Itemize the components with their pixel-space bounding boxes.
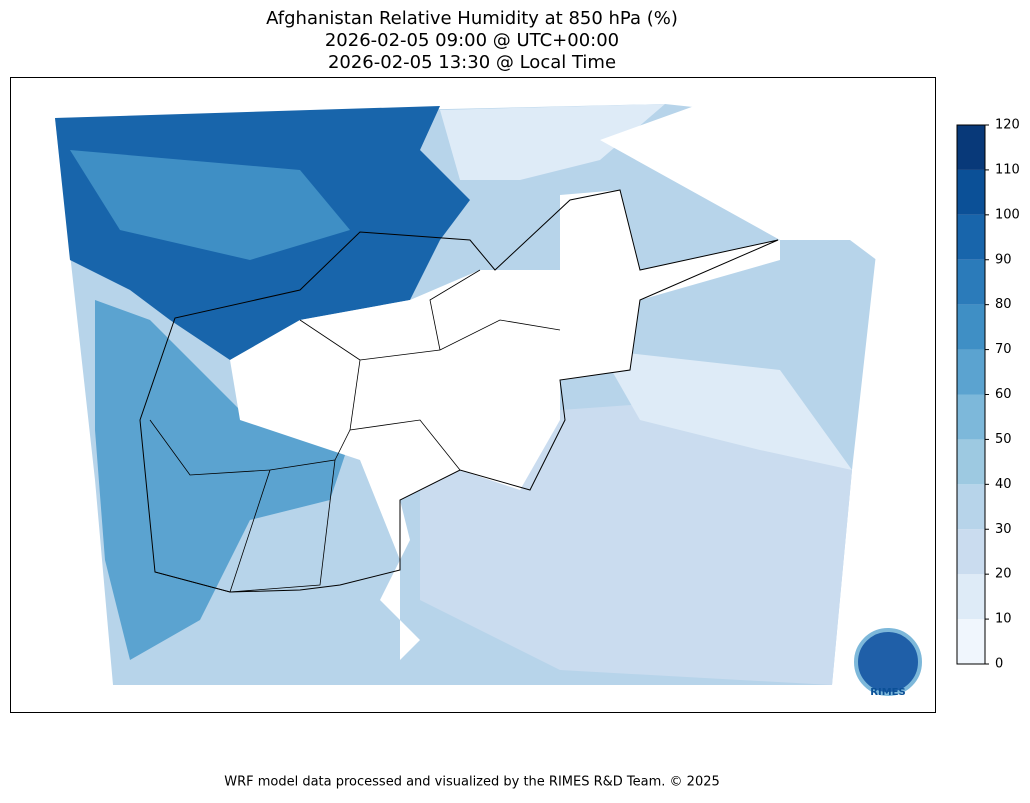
colorbar-tick-label: 20 bbox=[995, 567, 1012, 582]
no-data-ne bbox=[600, 104, 930, 300]
colorbar-tick-label: 100 bbox=[995, 207, 1020, 222]
colorbar-tick-label: 10 bbox=[995, 612, 1012, 627]
humidity-lighter bbox=[600, 350, 852, 470]
subtitle-local: 2026-02-05 13:30 @ Local Time bbox=[328, 52, 616, 73]
logo-text: RIMES bbox=[870, 687, 905, 698]
humidity-band bbox=[70, 150, 350, 260]
colorbar-band bbox=[957, 574, 985, 620]
logo-emblem bbox=[854, 628, 922, 696]
colorbar-band bbox=[957, 529, 985, 575]
colorbar-band bbox=[957, 394, 985, 440]
colorbar: 0 10 20 30 40 50 60 70 80 90 100 110 120 bbox=[956, 118, 1020, 672]
footer: WRF model data processed and visualized … bbox=[224, 775, 720, 790]
colorbar-tick-label: 80 bbox=[995, 297, 1012, 312]
humidity-north bbox=[440, 104, 665, 180]
subtitle-utc: 2026-02-05 09:00 @ UTC+00:00 bbox=[325, 30, 619, 51]
colorbar-band bbox=[957, 439, 985, 485]
afghanistan-border bbox=[139, 189, 779, 593]
colorbar-band bbox=[957, 125, 985, 170]
province-borders bbox=[149, 269, 561, 593]
colorbar-tick-label: 60 bbox=[995, 387, 1012, 402]
colorbar-tick-label: 70 bbox=[995, 342, 1012, 357]
colorbar-tick-label: 0 bbox=[995, 657, 1003, 672]
colorbar-band bbox=[957, 304, 985, 350]
colorbar-band bbox=[957, 259, 985, 305]
colorbar-band bbox=[957, 349, 985, 395]
colorbar-tick-label: 50 bbox=[995, 432, 1012, 447]
humidity-mid bbox=[95, 300, 350, 660]
colorbar-tick-label: 110 bbox=[995, 162, 1020, 177]
colorbar-band bbox=[957, 169, 985, 215]
logo: RIMES bbox=[854, 628, 922, 698]
colorbar-band bbox=[957, 214, 985, 260]
colorbar-band bbox=[957, 484, 985, 530]
colorbar-tick-label: 30 bbox=[995, 522, 1012, 537]
map: RIMES bbox=[10, 77, 936, 713]
colorbar-tick-label: 120 bbox=[995, 118, 1020, 133]
colorbar-tick-label: 90 bbox=[995, 252, 1012, 267]
colorbar-band bbox=[957, 619, 985, 664]
title: Afghanistan Relative Humidity at 850 hPa… bbox=[266, 8, 678, 29]
no-data bbox=[230, 190, 780, 660]
colorbar-tick-label: 40 bbox=[995, 477, 1012, 492]
